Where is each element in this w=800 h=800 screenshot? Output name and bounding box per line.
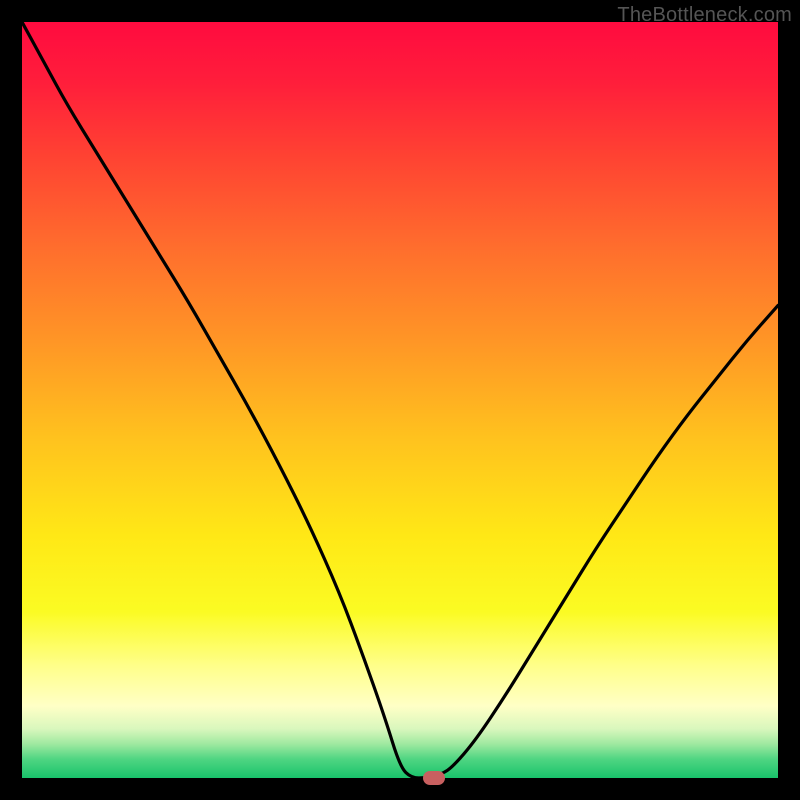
gradient-background xyxy=(22,22,778,778)
plot-area xyxy=(22,22,778,778)
watermark-text: TheBottleneck.com xyxy=(617,4,792,27)
optimal-marker xyxy=(423,771,445,785)
